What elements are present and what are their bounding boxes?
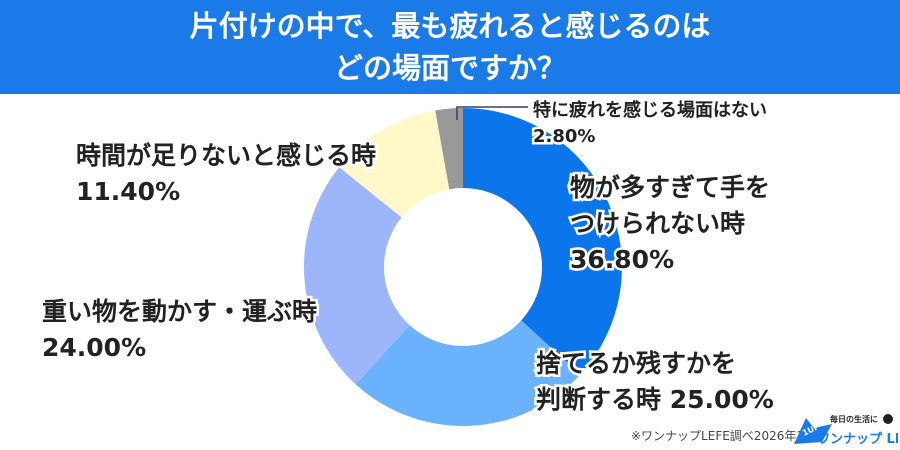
label-too-many: 物が多すぎて手を つけられない時 36.80% bbox=[567, 171, 772, 277]
title-line-1: 片付けの中で、最も疲れると感じるのは bbox=[189, 9, 711, 43]
source-note: ※ワンナップLEFE調べ2026年1月 bbox=[631, 429, 816, 443]
donut-slice-3 bbox=[339, 110, 450, 218]
label-time: 時間が足りないと感じる時 11.40% bbox=[73, 139, 378, 209]
donut-slice-0 bbox=[463, 108, 622, 375]
label-heavy: 重い物を動かす・運ぶ時 24.00% bbox=[39, 295, 319, 365]
title-banner: 片付けの中で、最も疲れると感じるのは どの場面ですか？ bbox=[0, 0, 900, 94]
logo: 1UP 毎日の生活に ワンナップ LIFE bbox=[792, 410, 898, 450]
svg-text:ワンナップ LIFE: ワンナップ LIFE bbox=[817, 432, 898, 447]
donut-slice-4 bbox=[435, 108, 463, 190]
donut-slice-1 bbox=[355, 320, 581, 427]
label-decide: 捨てるか残すかを 判断する時 25.00% bbox=[534, 347, 777, 417]
label-none: 特に疲れを感じる場面はない 2.80% bbox=[531, 98, 770, 150]
leader-line bbox=[456, 106, 528, 120]
donut-slice-2 bbox=[303, 167, 410, 385]
title-line-2: どの場面ですか？ bbox=[333, 51, 566, 85]
svg-text:毎日の生活に: 毎日の生活に bbox=[830, 414, 878, 424]
